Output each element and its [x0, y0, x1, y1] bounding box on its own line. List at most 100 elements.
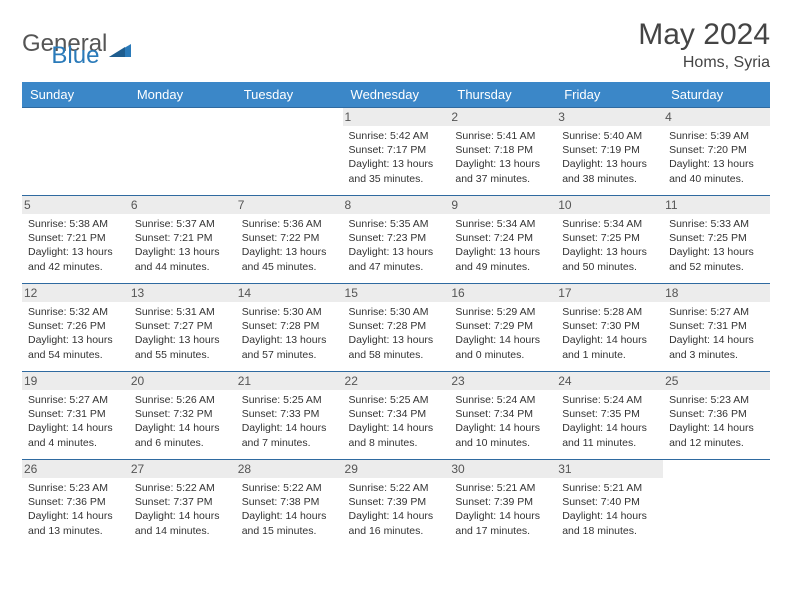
- day-number: 27: [129, 460, 236, 478]
- week-row: 26 Sunrise: 5:23 AMSunset: 7:36 PMDayligh…: [22, 460, 770, 548]
- day-number: 25: [663, 372, 770, 390]
- day-number: 30: [449, 460, 556, 478]
- day-number: 13: [129, 284, 236, 302]
- day-info: Sunrise: 5:23 AMSunset: 7:36 PMDaylight:…: [28, 481, 123, 538]
- day-cell: 27 Sunrise: 5:22 AMSunset: 7:37 PMDayligh…: [129, 460, 236, 548]
- header: General Blue May 2024 Homs, Syria: [22, 18, 770, 72]
- day-cell: 10 Sunrise: 5:34 AMSunset: 7:25 PMDayligh…: [556, 196, 663, 284]
- day-cell: 8 Sunrise: 5:35 AMSunset: 7:23 PMDaylight…: [343, 196, 450, 284]
- day-cell: 18Sunrise: 5:27 AMSunset: 7:31 PMDayligh…: [663, 284, 770, 372]
- day-number: 29: [343, 460, 450, 478]
- day-cell: 6 Sunrise: 5:37 AMSunset: 7:21 PMDaylight…: [129, 196, 236, 284]
- day-number: 10: [556, 196, 663, 214]
- day-info: Sunrise: 5:21 AMSunset: 7:39 PMDaylight:…: [455, 481, 550, 538]
- day-cell: 13 Sunrise: 5:31 AMSunset: 7:27 PMDayligh…: [129, 284, 236, 372]
- day-number: 31: [556, 460, 663, 478]
- week-row: 19 Sunrise: 5:27 AMSunset: 7:31 PMDayligh…: [22, 372, 770, 460]
- day-cell: 14 Sunrise: 5:30 AMSunset: 7:28 PMDayligh…: [236, 284, 343, 372]
- day-cell: 12Sunrise: 5:32 AMSunset: 7:26 PMDayligh…: [22, 284, 129, 372]
- day-cell: 19 Sunrise: 5:27 AMSunset: 7:31 PMDayligh…: [22, 372, 129, 460]
- calendar-table: SundayMondayTuesdayWednesdayThursdayFrid…: [22, 82, 770, 548]
- day-info: Sunrise: 5:24 AMSunset: 7:34 PMDaylight:…: [455, 393, 550, 450]
- day-info: Sunrise: 5:32 AMSunset: 7:26 PMDaylight:…: [28, 305, 123, 362]
- day-cell: 20Sunrise: 5:26 AMSunset: 7:32 PMDayligh…: [129, 372, 236, 460]
- day-info: Sunrise: 5:27 AMSunset: 7:31 PMDaylight:…: [669, 305, 764, 362]
- day-info: Sunrise: 5:38 AMSunset: 7:21 PMDaylight:…: [28, 217, 123, 274]
- day-info: Sunrise: 5:26 AMSunset: 7:32 PMDaylight:…: [135, 393, 230, 450]
- day-info: Sunrise: 5:30 AMSunset: 7:28 PMDaylight:…: [349, 305, 444, 362]
- day-cell: 9 Sunrise: 5:34 AMSunset: 7:24 PMDaylight…: [449, 196, 556, 284]
- logo: General Blue: [22, 18, 99, 70]
- day-number: 24: [556, 372, 663, 390]
- logo-text-part2: Blue: [51, 42, 99, 70]
- day-number: 2: [449, 108, 556, 126]
- day-info: Sunrise: 5:35 AMSunset: 7:23 PMDaylight:…: [349, 217, 444, 274]
- day-info: Sunrise: 5:34 AMSunset: 7:25 PMDaylight:…: [562, 217, 657, 274]
- day-cell: 5 Sunrise: 5:38 AMSunset: 7:21 PMDaylight…: [22, 196, 129, 284]
- day-number: 23: [449, 372, 556, 390]
- day-header: Wednesday: [343, 82, 450, 108]
- day-info: Sunrise: 5:22 AMSunset: 7:38 PMDaylight:…: [242, 481, 337, 538]
- day-number: 8: [343, 196, 450, 214]
- day-number: 1: [343, 108, 450, 126]
- day-cell: 28 Sunrise: 5:22 AMSunset: 7:38 PMDayligh…: [236, 460, 343, 548]
- day-number: 19: [22, 372, 129, 390]
- day-info: Sunrise: 5:25 AMSunset: 7:34 PMDaylight:…: [349, 393, 444, 450]
- day-number: 22: [343, 372, 450, 390]
- day-info: Sunrise: 5:28 AMSunset: 7:30 PMDaylight:…: [562, 305, 657, 362]
- day-header: Thursday: [449, 82, 556, 108]
- month-title: May 2024: [638, 18, 770, 52]
- day-info: Sunrise: 5:40 AMSunset: 7:19 PMDaylight:…: [562, 129, 657, 186]
- day-number: 16: [449, 284, 556, 302]
- day-cell: [129, 108, 236, 196]
- day-cell: 3Sunrise: 5:40 AMSunset: 7:19 PMDaylight…: [556, 108, 663, 196]
- day-info: Sunrise: 5:24 AMSunset: 7:35 PMDaylight:…: [562, 393, 657, 450]
- day-info: Sunrise: 5:22 AMSunset: 7:37 PMDaylight:…: [135, 481, 230, 538]
- day-header: Saturday: [663, 82, 770, 108]
- day-info: Sunrise: 5:36 AMSunset: 7:22 PMDaylight:…: [242, 217, 337, 274]
- day-header-row: SundayMondayTuesdayWednesdayThursdayFrid…: [22, 82, 770, 108]
- day-info: Sunrise: 5:34 AMSunset: 7:24 PMDaylight:…: [455, 217, 550, 274]
- day-info: Sunrise: 5:37 AMSunset: 7:21 PMDaylight:…: [135, 217, 230, 274]
- day-header: Sunday: [22, 82, 129, 108]
- day-info: Sunrise: 5:39 AMSunset: 7:20 PMDaylight:…: [669, 129, 764, 186]
- day-number: 6: [129, 196, 236, 214]
- day-cell: [663, 460, 770, 548]
- day-info: Sunrise: 5:27 AMSunset: 7:31 PMDaylight:…: [28, 393, 123, 450]
- day-cell: 4 Sunrise: 5:39 AMSunset: 7:20 PMDaylight…: [663, 108, 770, 196]
- day-info: Sunrise: 5:30 AMSunset: 7:28 PMDaylight:…: [242, 305, 337, 362]
- day-number: 26: [22, 460, 129, 478]
- day-cell: 22 Sunrise: 5:25 AMSunset: 7:34 PMDayligh…: [343, 372, 450, 460]
- day-cell: 24 Sunrise: 5:24 AMSunset: 7:35 PMDayligh…: [556, 372, 663, 460]
- day-info: Sunrise: 5:25 AMSunset: 7:33 PMDaylight:…: [242, 393, 337, 450]
- day-cell: 23 Sunrise: 5:24 AMSunset: 7:34 PMDayligh…: [449, 372, 556, 460]
- day-cell: [22, 108, 129, 196]
- day-cell: 26 Sunrise: 5:23 AMSunset: 7:36 PMDayligh…: [22, 460, 129, 548]
- week-row: 12Sunrise: 5:32 AMSunset: 7:26 PMDayligh…: [22, 284, 770, 372]
- day-info: Sunrise: 5:29 AMSunset: 7:29 PMDaylight:…: [455, 305, 550, 362]
- day-number: 4: [663, 108, 770, 126]
- day-info: Sunrise: 5:31 AMSunset: 7:27 PMDaylight:…: [135, 305, 230, 362]
- day-header: Monday: [129, 82, 236, 108]
- day-cell: 2Sunrise: 5:41 AMSunset: 7:18 PMDaylight…: [449, 108, 556, 196]
- day-header: Tuesday: [236, 82, 343, 108]
- location: Homs, Syria: [638, 54, 770, 72]
- day-number: 21: [236, 372, 343, 390]
- week-row: 5 Sunrise: 5:38 AMSunset: 7:21 PMDaylight…: [22, 196, 770, 284]
- day-info: Sunrise: 5:33 AMSunset: 7:25 PMDaylight:…: [669, 217, 764, 274]
- day-cell: 21 Sunrise: 5:25 AMSunset: 7:33 PMDayligh…: [236, 372, 343, 460]
- day-cell: 29Sunrise: 5:22 AMSunset: 7:39 PMDayligh…: [343, 460, 450, 548]
- logo-triangle-icon: [109, 36, 131, 52]
- day-number: 15: [343, 284, 450, 302]
- day-info: Sunrise: 5:42 AMSunset: 7:17 PMDaylight:…: [349, 129, 444, 186]
- day-number: 28: [236, 460, 343, 478]
- day-number: 9: [449, 196, 556, 214]
- day-cell: 30 Sunrise: 5:21 AMSunset: 7:39 PMDayligh…: [449, 460, 556, 548]
- day-number: 11: [663, 196, 770, 214]
- day-number: 14: [236, 284, 343, 302]
- day-cell: 16 Sunrise: 5:29 AMSunset: 7:29 PMDayligh…: [449, 284, 556, 372]
- day-info: Sunrise: 5:23 AMSunset: 7:36 PMDaylight:…: [669, 393, 764, 450]
- day-cell: 11 Sunrise: 5:33 AMSunset: 7:25 PMDayligh…: [663, 196, 770, 284]
- day-number: 7: [236, 196, 343, 214]
- day-number: 5: [22, 196, 129, 214]
